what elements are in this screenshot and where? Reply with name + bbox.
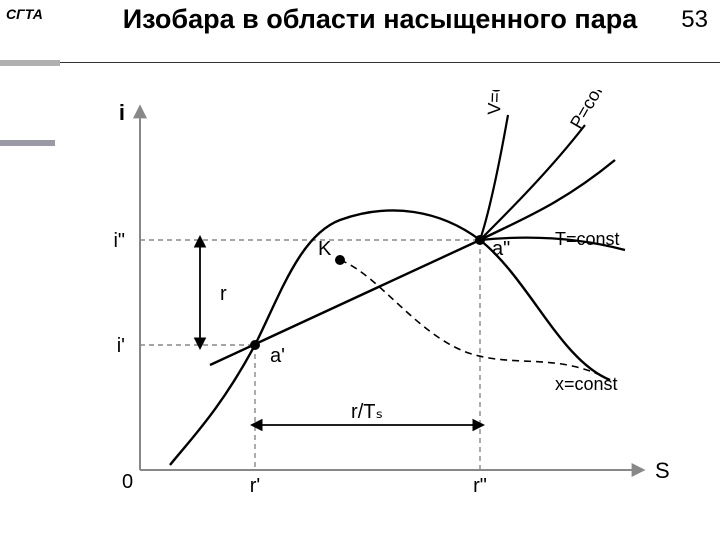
- point-k: [335, 255, 345, 265]
- a1-label: a': [270, 345, 285, 367]
- origin-label: 0: [122, 471, 133, 493]
- p-const-label: P=const: [566, 90, 616, 132]
- header-rule-line: [60, 62, 720, 63]
- y-axis-label: i: [119, 100, 125, 125]
- i2-label: i": [113, 230, 125, 252]
- point-a1: [250, 340, 260, 350]
- page-number: 53: [681, 6, 708, 34]
- v-const-label: V=const: [484, 90, 506, 115]
- x-const-curve: [340, 260, 610, 380]
- x-const-label: x=const: [555, 374, 618, 394]
- rp-label: r': [250, 475, 260, 497]
- t-const-label: T=const: [555, 229, 620, 249]
- thermo-diagram: i S 0 i' i" r r/Tₛ r' r" K a' a" V=const…: [80, 90, 680, 520]
- a2-label: a": [492, 238, 510, 260]
- header-rule-accent: [0, 60, 60, 66]
- header-logo: СГТА: [6, 6, 43, 22]
- r-label: r: [220, 283, 227, 305]
- x-axis-label: S: [655, 458, 670, 483]
- isobar-line: [210, 160, 615, 365]
- i1-label: i': [117, 335, 125, 357]
- page-title: Изобара в области насыщенного пара: [100, 5, 660, 35]
- point-a2: [475, 235, 485, 245]
- rpp-label: r": [473, 475, 487, 497]
- saturation-curve: [170, 210, 610, 465]
- k-label: K: [318, 238, 332, 260]
- v-const-curve: [480, 115, 508, 240]
- rts-label: r/Tₛ: [351, 401, 383, 423]
- side-accent-bar: [0, 140, 55, 146]
